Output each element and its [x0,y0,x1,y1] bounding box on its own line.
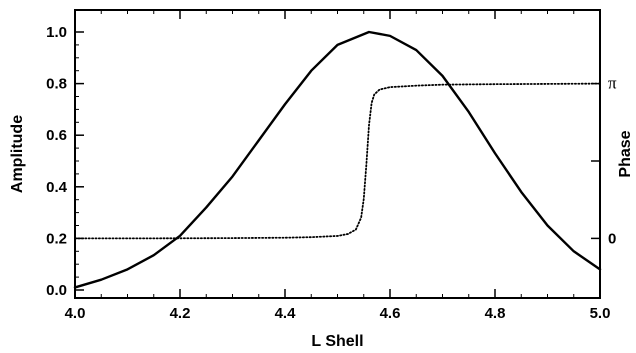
x-tick-label: 4.2 [170,305,191,322]
y-right-tick-label: π [608,74,617,93]
x-tick-label: 4.8 [485,305,506,322]
y-left-tick-label: 0.2 [46,230,67,247]
y-left-tick-label: 0.4 [46,179,68,196]
x-axis-title: L Shell [311,333,363,350]
y-left-tick-label: 0.0 [46,282,67,299]
x-tick-label: 5.0 [590,305,611,322]
phase-series-line [74,82,601,240]
y-right-tick-label: 0 [608,230,616,247]
x-tick-label: 4.6 [380,305,401,322]
y-axis-left-title: Amplitude [9,115,26,193]
y-left-tick-label: 0.6 [46,127,67,144]
x-tick-label: 4.0 [65,305,86,322]
x-tick-label: 4.4 [275,305,297,322]
y-axis-right-title: Phase [617,130,634,177]
y-left-tick-label: 1.0 [46,24,67,41]
y-left-tick-label: 0.8 [46,76,67,93]
amplitude-series-line [73,30,602,289]
